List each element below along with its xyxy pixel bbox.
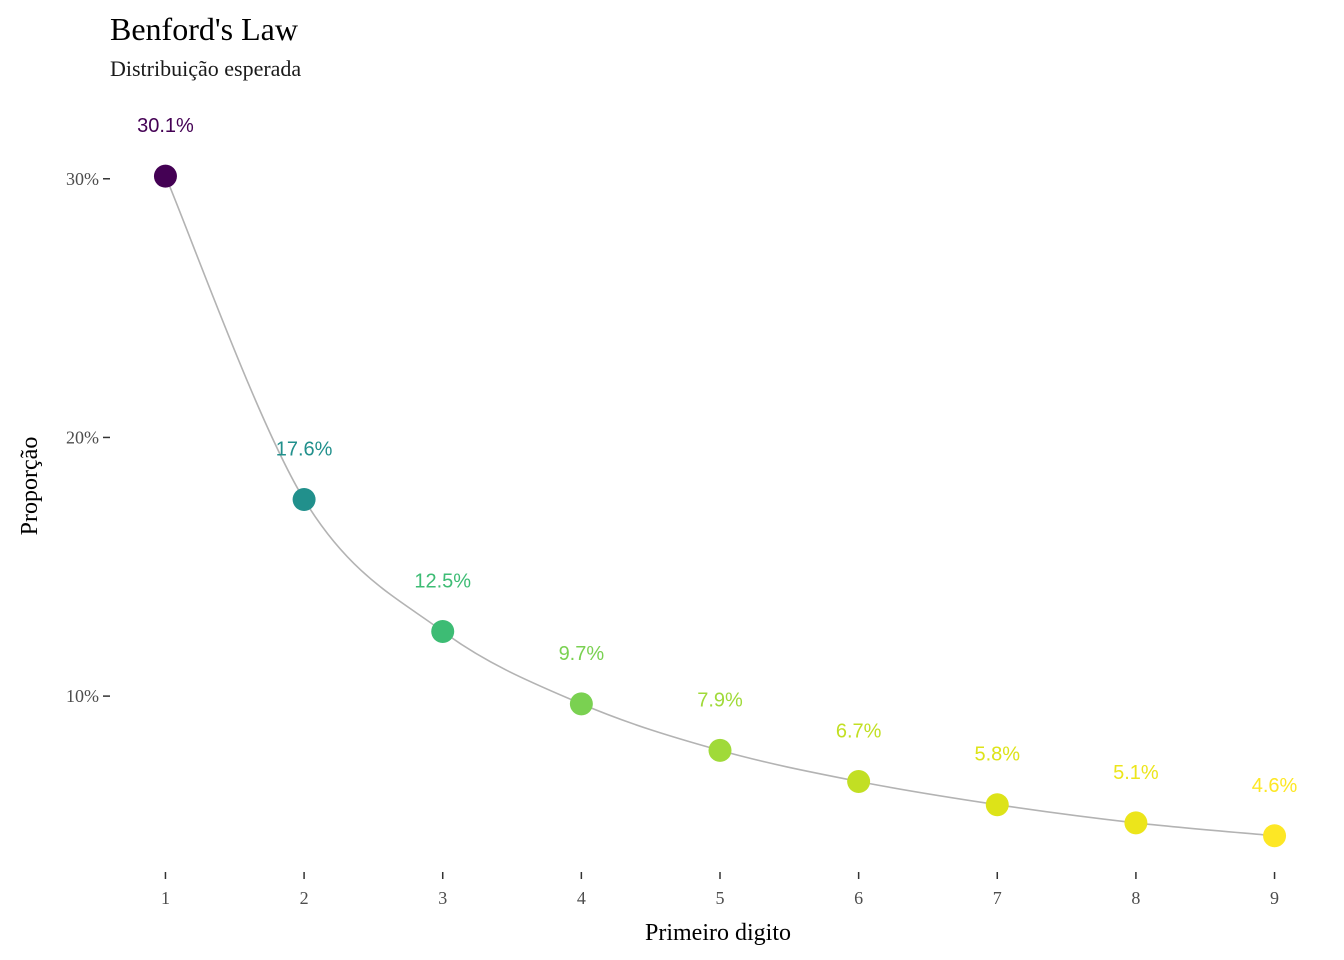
data-point-6 <box>847 769 871 793</box>
data-label-6: 6.7% <box>836 720 882 742</box>
x-tick-label: 1 <box>161 888 170 908</box>
x-tick-label: 4 <box>577 888 586 908</box>
chart-subtitle: Distribuição esperada <box>110 56 301 81</box>
data-label-9: 4.6% <box>1252 775 1298 797</box>
data-label-7: 5.8% <box>974 744 1020 766</box>
x-tick-label: 2 <box>300 888 309 908</box>
data-label-2: 17.6% <box>276 439 333 461</box>
chart-title: Benford's Law <box>110 11 298 47</box>
data-label-3: 12.5% <box>414 570 471 592</box>
data-point-2 <box>292 488 316 512</box>
data-point-1 <box>153 164 177 188</box>
data-point-4 <box>569 692 593 716</box>
data-point-8 <box>1124 811 1148 835</box>
data-label-8: 5.1% <box>1113 762 1159 784</box>
data-label-5: 7.9% <box>697 689 743 711</box>
data-points <box>153 164 1287 848</box>
x-tick-label: 5 <box>716 888 725 908</box>
x-axis-title: Primeiro digito <box>645 920 791 946</box>
data-label-1: 30.1% <box>137 115 194 137</box>
x-tick-label: 8 <box>1131 888 1140 908</box>
y-tick-label: 10% <box>66 686 99 706</box>
y-axis-title: Proporção <box>17 437 43 536</box>
x-tick-label: 3 <box>438 888 447 908</box>
data-point-9 <box>1263 824 1287 848</box>
x-tick-label: 7 <box>993 888 1002 908</box>
x-axis: 1 2 3 4 5 6 7 8 9 <box>161 872 1279 908</box>
x-tick-label: 6 <box>854 888 863 908</box>
data-labels: 30.1% 17.6% 12.5% 9.7% 7.9% 6.7% 5.8% 5.1% 4.6% <box>137 115 1297 797</box>
y-axis: 10% 20% 30% <box>66 169 110 706</box>
trend-line <box>164 175 1275 837</box>
y-tick-label: 20% <box>66 427 99 447</box>
data-point-5 <box>708 738 732 762</box>
x-tick-label: 9 <box>1270 888 1279 908</box>
data-label-4: 9.7% <box>559 643 605 665</box>
y-tick-label: 30% <box>66 169 99 189</box>
data-point-7 <box>985 793 1009 817</box>
data-point-3 <box>431 619 455 643</box>
